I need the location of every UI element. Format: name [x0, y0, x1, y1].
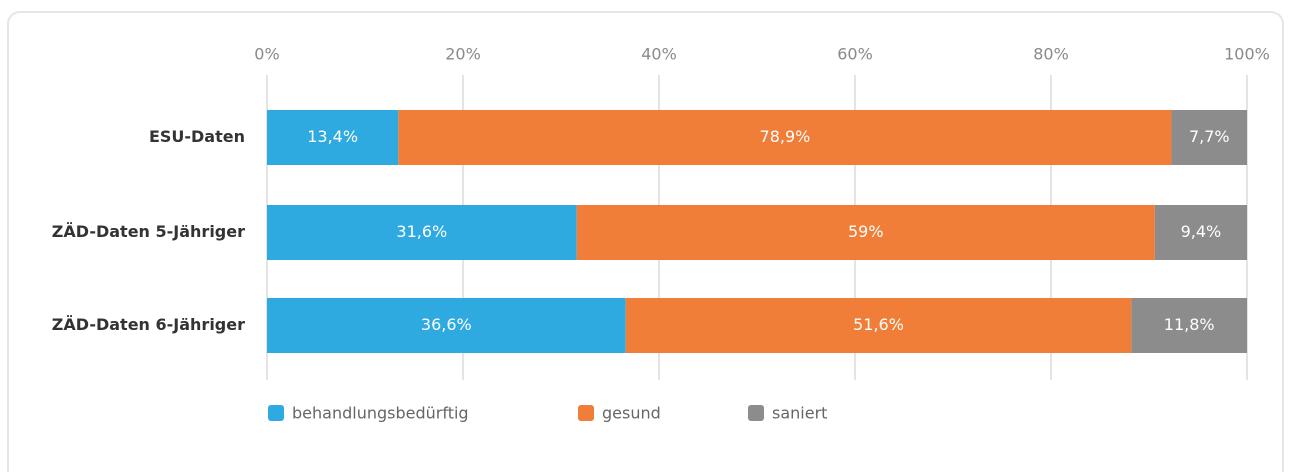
bar-segment	[576, 205, 1155, 260]
legend-swatch	[748, 405, 764, 421]
bar-segment	[1171, 110, 1247, 165]
x-tick-label: 20%	[445, 45, 481, 64]
x-tick-label: 60%	[837, 45, 873, 64]
legend-label: saniert	[772, 404, 827, 423]
category-label: ZÄD-Daten 5-Jähriger	[52, 222, 245, 241]
data-label: 7,7%	[1189, 127, 1230, 146]
x-tick-label: 100%	[1224, 45, 1270, 64]
data-label: 9,4%	[1181, 222, 1222, 241]
legend-swatch	[268, 405, 284, 421]
bar-segment	[267, 110, 399, 165]
data-label: 11,8%	[1164, 315, 1215, 334]
data-label: 59%	[848, 222, 884, 241]
category-label: ESU-Daten	[149, 127, 245, 146]
bar-segment	[398, 110, 1172, 165]
bar-segment	[1154, 205, 1247, 260]
bar-segment	[267, 298, 626, 353]
data-label: 13,4%	[307, 127, 358, 146]
legend-label: behandlungsbedürftig	[292, 404, 469, 423]
legend-label: gesund	[602, 404, 661, 423]
x-tick-label: 40%	[641, 45, 677, 64]
x-tick-label: 0%	[254, 45, 279, 64]
data-label: 51,6%	[853, 315, 904, 334]
data-label: 36,6%	[421, 315, 472, 334]
data-label: 78,9%	[760, 127, 811, 146]
category-label: ZÄD-Daten 6-Jähriger	[52, 315, 245, 334]
x-tick-label: 80%	[1033, 45, 1069, 64]
data-label: 31,6%	[396, 222, 447, 241]
bar-segment	[1131, 298, 1247, 353]
bar-segment	[267, 205, 577, 260]
legend-swatch	[578, 405, 594, 421]
bar-segment	[625, 298, 1132, 353]
